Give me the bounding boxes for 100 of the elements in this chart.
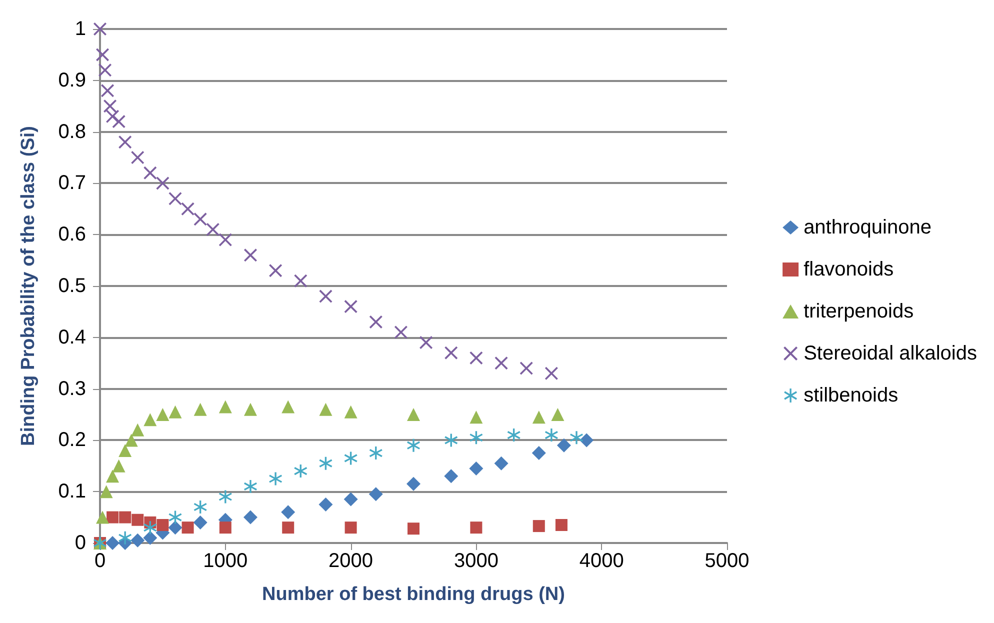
point <box>470 431 483 444</box>
point <box>407 438 420 452</box>
point <box>243 510 258 524</box>
point <box>244 248 257 262</box>
point <box>520 362 533 375</box>
point <box>368 487 383 502</box>
point <box>194 212 207 226</box>
point <box>294 464 308 478</box>
point <box>344 452 358 465</box>
x-tick-label: 4000 <box>579 550 624 572</box>
point <box>144 166 157 180</box>
point <box>269 472 282 486</box>
point <box>104 100 117 113</box>
point <box>219 522 232 534</box>
x-tick-label: 2000 <box>328 550 374 572</box>
point <box>106 511 119 524</box>
point <box>444 469 458 484</box>
y-tick-label: 1 <box>74 18 86 40</box>
point <box>408 522 420 535</box>
point <box>124 434 138 447</box>
legend-label: Stereoidal alkaloids <box>804 342 977 364</box>
point <box>168 520 182 535</box>
point <box>112 115 126 128</box>
point <box>118 444 132 457</box>
point <box>294 274 308 288</box>
point <box>470 410 483 424</box>
point <box>218 490 232 504</box>
point <box>244 480 257 493</box>
point <box>444 346 458 360</box>
point <box>532 446 546 460</box>
point <box>319 402 332 416</box>
point <box>194 500 207 514</box>
point <box>98 64 112 77</box>
point <box>470 522 482 534</box>
point <box>494 356 508 370</box>
point <box>143 530 158 545</box>
y-tick-label: 0.9 <box>58 69 86 92</box>
point <box>444 434 458 447</box>
point <box>156 176 170 190</box>
x-tick-label: 3000 <box>454 550 498 572</box>
legend-label: triterpenoids <box>804 300 914 322</box>
point <box>407 408 420 421</box>
y-tick-label: 0.3 <box>58 378 86 400</box>
point <box>532 410 546 424</box>
legend-label: stilbenoids <box>804 384 898 406</box>
point <box>406 476 420 491</box>
point <box>507 428 520 442</box>
point <box>556 438 571 452</box>
point <box>156 519 169 532</box>
point <box>130 533 145 548</box>
y-axis-title: Binding Probability of the class (Si) <box>18 126 39 446</box>
y-tick-label: 0.4 <box>58 326 86 348</box>
point <box>394 326 408 339</box>
point <box>168 405 182 418</box>
point <box>555 519 568 532</box>
point <box>218 400 232 414</box>
point <box>144 521 157 534</box>
point <box>181 202 194 216</box>
point <box>369 315 382 328</box>
y-tick-label: 0.7 <box>58 172 86 194</box>
point <box>119 511 132 524</box>
point <box>112 459 126 472</box>
point <box>106 470 120 483</box>
y-tick-label: 0.5 <box>58 275 86 297</box>
point <box>206 222 220 236</box>
point <box>131 423 144 436</box>
point <box>131 151 144 164</box>
point <box>281 505 296 520</box>
point <box>544 366 558 380</box>
point <box>318 497 333 512</box>
legend-label: anthroquinone <box>804 216 932 238</box>
point <box>244 402 257 416</box>
point <box>101 84 114 98</box>
point <box>544 428 558 442</box>
point <box>369 446 382 460</box>
point <box>282 400 295 414</box>
point <box>344 522 357 534</box>
point <box>470 351 483 364</box>
y-tick-label: 0 <box>74 532 86 554</box>
point <box>132 514 144 526</box>
point <box>469 461 484 476</box>
point <box>96 510 110 524</box>
y-tick-label: 0.8 <box>58 120 86 143</box>
point <box>269 264 282 278</box>
x-axis-title: Number of best binding drugs (N) <box>262 584 565 605</box>
point <box>218 233 232 246</box>
point <box>319 290 332 303</box>
point <box>344 405 358 418</box>
point <box>156 408 170 421</box>
point <box>532 520 545 532</box>
point <box>282 522 294 534</box>
point <box>118 136 132 149</box>
point <box>344 300 358 314</box>
point <box>420 336 433 350</box>
point <box>551 408 564 421</box>
y-tick-label: 0.6 <box>58 224 86 246</box>
point <box>570 431 584 444</box>
x-tick-label: 5000 <box>704 550 750 572</box>
point <box>319 456 332 470</box>
y-tick-label: 0.2 <box>58 429 86 452</box>
